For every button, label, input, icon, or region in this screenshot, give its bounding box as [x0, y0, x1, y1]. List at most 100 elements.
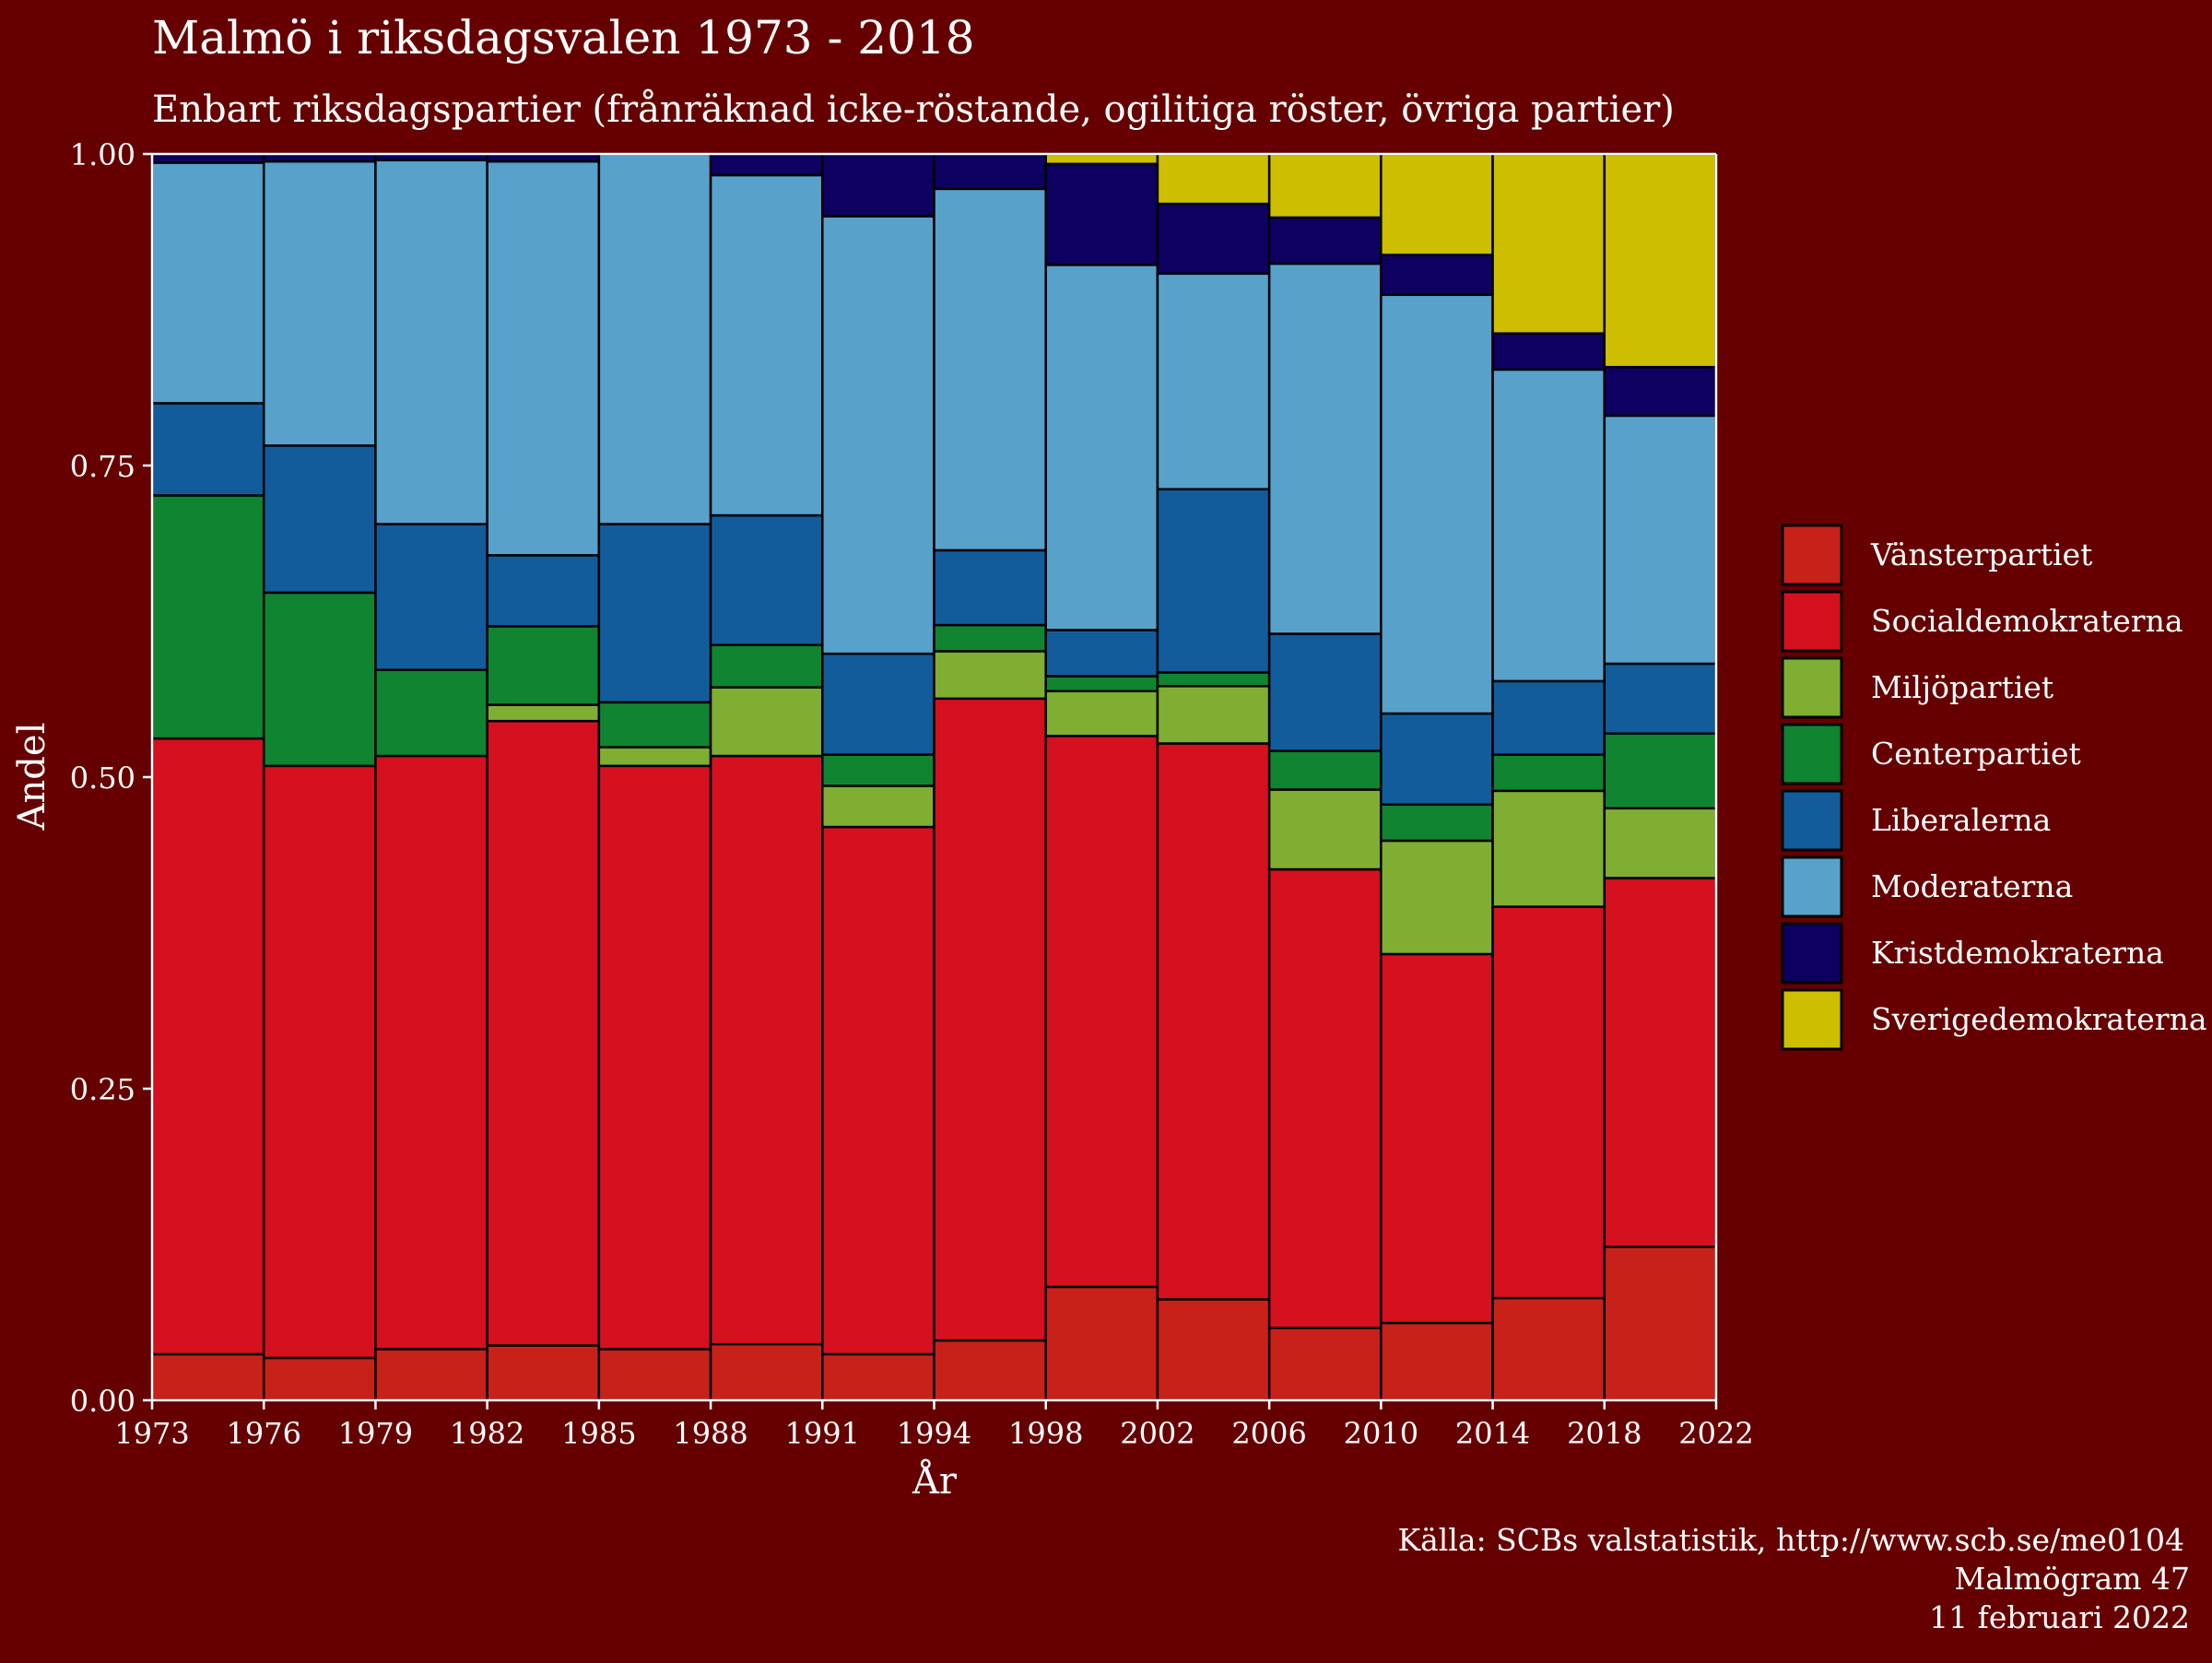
bar-segment-1979-vänsterpartiet	[374, 1348, 488, 1402]
chart-subtitle: Enbart riksdagspartier (frånräknad icke-…	[152, 88, 1675, 131]
bar-segment-2010-kristdemokraterna	[1380, 254, 1494, 297]
bar-segment-1994-liberalerna	[933, 548, 1047, 627]
x-tick-label-1998: 1998	[1008, 1416, 1083, 1451]
legend-label-sverigedemokraterna: Sverigedemokraterna	[1871, 1001, 2207, 1037]
bar-segment-2018-socialdemokraterna	[1603, 877, 1718, 1248]
bar-segment-1982-moderaterna	[486, 159, 601, 557]
legend-swatch-liberalerna	[1781, 789, 1843, 852]
legend: Vänsterpartiet Socialdemokraterna Miljöpar…	[1781, 524, 2207, 1051]
bar-segment-1982-socialdemokraterna	[486, 719, 601, 1347]
bar-segment-2014-moderaterna	[1491, 368, 1606, 683]
bar-segment-2006-sverigedemokraterna	[1267, 152, 1382, 219]
bar-segment-2014-sverigedemokraterna	[1491, 152, 1606, 335]
bar-segment-2010-sverigedemokraterna	[1380, 152, 1494, 256]
bar-segment-1998-vänsterpartiet	[1044, 1285, 1159, 1402]
bar-segment-2014-centerpartiet	[1491, 753, 1606, 793]
bar-segment-2018-centerpartiet	[1603, 732, 1718, 810]
x-tick-label-2022: 2022	[1678, 1416, 1753, 1451]
bar-segment-1998-kristdemokraterna	[1044, 162, 1159, 266]
bar-segment-2018-vänsterpartiet	[1603, 1245, 1718, 1402]
bar-segment-1976-liberalerna	[262, 444, 377, 595]
bar-segment-1973-liberalerna	[150, 402, 265, 497]
x-tick-label-1979: 1979	[338, 1416, 413, 1451]
legend-label-centerpartiet: Centerpartiet	[1871, 736, 2081, 772]
bar-segment-1991-centerpartiet	[821, 753, 935, 787]
bar-segment-2010-centerpartiet	[1380, 803, 1494, 843]
y-tick-label-0.75: 0.75	[70, 449, 135, 484]
x-axis-label: År	[912, 1459, 958, 1503]
bar-segment-1991-kristdemokraterna	[821, 152, 935, 218]
bar-segment-2010-liberalerna	[1380, 712, 1494, 806]
bar-segment-2014-vänsterpartiet	[1491, 1296, 1606, 1402]
bar-segment-1976-socialdemokraterna	[262, 764, 377, 1360]
legend-label-kristdemokraterna: Kristdemokraterna	[1871, 935, 2164, 971]
bar-segment-2002-liberalerna	[1156, 488, 1271, 674]
chart-title: Malmö i riksdagsvalen 1973 - 2018	[152, 11, 975, 65]
bars	[150, 152, 1718, 1402]
bar-segment-1979-moderaterna	[374, 159, 488, 525]
bar-segment-1985-vänsterpartiet	[597, 1348, 712, 1402]
bar-segment-1985-liberalerna	[597, 523, 712, 704]
bar-segment-2018-miljöpartiet	[1603, 807, 1718, 879]
legend-swatch-moderaterna	[1781, 855, 1843, 918]
bar-segment-1976-centerpartiet	[262, 591, 377, 768]
bar-segment-1988-liberalerna	[709, 513, 824, 646]
bar-segment-1991-miljöpartiet	[821, 784, 935, 829]
bar-segment-2002-moderaterna	[1156, 272, 1271, 490]
x-tick-label-2010: 2010	[1344, 1416, 1418, 1451]
bar-segment-2002-centerpartiet	[1156, 671, 1271, 688]
bar-segment-2018-liberalerna	[1603, 662, 1718, 735]
legend-label-vänsterpartiet: Vänsterpartiet	[1870, 537, 2092, 572]
x-tick-label-1973: 1973	[114, 1416, 189, 1451]
bar-segment-2006-liberalerna	[1267, 632, 1382, 752]
bar-segment-1988-centerpartiet	[709, 643, 824, 689]
bar-segment-2014-miljöpartiet	[1491, 789, 1606, 908]
bar-segment-2018-sverigedemokraterna	[1603, 152, 1718, 369]
bar-segment-2006-moderaterna	[1267, 262, 1382, 635]
bar-segment-1979-centerpartiet	[374, 668, 488, 758]
caption-source: Källa: SCBs valstatistik, http://www.scb…	[1397, 1522, 2184, 1558]
x-tick-label-2014: 2014	[1455, 1416, 1530, 1451]
bar-segment-2002-sverigedemokraterna	[1156, 152, 1271, 206]
bar-segment-1991-liberalerna	[821, 652, 935, 756]
legend-swatch-kristdemokraterna	[1781, 922, 1843, 985]
bar-segment-2014-kristdemokraterna	[1491, 332, 1606, 372]
bar-segment-1994-moderaterna	[933, 187, 1047, 552]
bar-segment-1985-miljöpartiet	[597, 746, 712, 768]
bar-segment-2006-miljöpartiet	[1267, 788, 1382, 871]
bar-segment-1998-moderaterna	[1044, 264, 1159, 631]
axes: 0.00 0.25 0.50 0.75 1.00 1973 1976 1979 1982 1985…	[70, 137, 1754, 1451]
bar-segment-2006-centerpartiet	[1267, 749, 1382, 791]
bar-segment-1991-socialdemokraterna	[821, 825, 935, 1356]
legend-swatch-sverigedemokraterna	[1781, 988, 1843, 1051]
legend-label-liberalerna: Liberalerna	[1871, 802, 2051, 838]
bar-segment-1988-vänsterpartiet	[709, 1342, 824, 1402]
bar-segment-1979-socialdemokraterna	[374, 754, 488, 1350]
bar-segment-1994-socialdemokraterna	[933, 697, 1047, 1342]
bar-segment-2018-kristdemokraterna	[1603, 365, 1718, 418]
bar-segment-1982-miljöpartiet	[486, 703, 601, 723]
bar-segment-1988-socialdemokraterna	[709, 754, 824, 1346]
x-tick-label-1994: 1994	[897, 1416, 971, 1451]
y-tick-label-0.50: 0.50	[70, 761, 135, 796]
bar-segment-2006-vänsterpartiet	[1267, 1327, 1382, 1402]
bar-segment-1973-moderaterna	[150, 161, 265, 405]
bar-segment-2006-socialdemokraterna	[1267, 867, 1382, 1329]
bar-segment-1985-moderaterna	[597, 152, 712, 525]
bar-segment-2006-kristdemokraterna	[1267, 216, 1382, 265]
y-axis-label: Andel	[11, 723, 53, 832]
x-tick-label-1991: 1991	[785, 1416, 860, 1451]
bar-segment-1994-miljöpartiet	[933, 650, 1047, 701]
bar-segment-2002-vänsterpartiet	[1156, 1298, 1271, 1402]
bar-segment-1973-socialdemokraterna	[150, 737, 265, 1356]
bar-segment-1985-centerpartiet	[597, 701, 712, 749]
bar-segment-2002-socialdemokraterna	[1156, 742, 1271, 1301]
legend-label-socialdemokraterna: Socialdemokraterna	[1871, 603, 2183, 639]
legend-swatch-socialdemokraterna	[1781, 590, 1843, 653]
bar-segment-1973-centerpartiet	[150, 494, 265, 740]
bar-segment-1998-sverigedemokraterna	[1044, 152, 1159, 166]
bar-segment-1998-centerpartiet	[1044, 675, 1159, 692]
x-tick-label-1982: 1982	[450, 1416, 524, 1451]
x-tick-label-1988: 1988	[673, 1416, 747, 1451]
